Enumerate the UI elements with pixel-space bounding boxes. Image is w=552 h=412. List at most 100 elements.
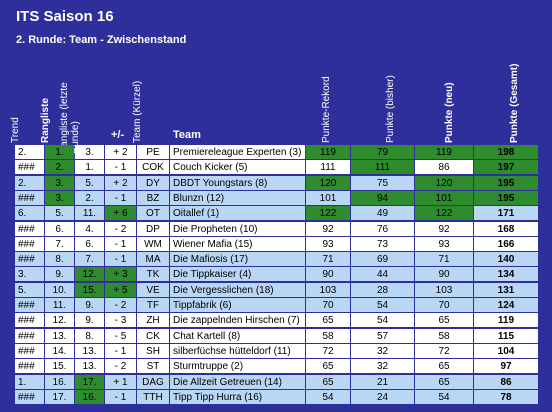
table-cell: 28: [351, 282, 414, 298]
table-cell: + 1: [105, 374, 136, 390]
table-cell: - 1: [105, 389, 136, 405]
table-cell: Blunzn (12): [170, 190, 305, 206]
table-cell: - 1: [105, 236, 136, 252]
table-cell: - 2: [105, 221, 136, 237]
table-cell: Sturmtruppe (2): [170, 359, 305, 375]
table-cell: 3.: [45, 190, 74, 206]
table-cell: 7.: [45, 236, 74, 252]
table-cell: ###: [15, 389, 44, 405]
table-cell: 134: [474, 267, 538, 283]
table-cell: - 1: [105, 160, 136, 176]
column-header: Punkte (neu): [444, 82, 455, 143]
table-cell: Tippfabrik (6): [170, 298, 305, 313]
table-cell: 15.: [45, 359, 74, 375]
subtitle: 2. Runde: Team - Zwischenstand: [16, 34, 187, 46]
table-cell: - 2: [105, 359, 136, 375]
table-cell: 11.: [45, 298, 74, 313]
table-cell: 198: [474, 145, 538, 160]
table-cell: 78: [474, 389, 538, 405]
table-cell: 65: [415, 313, 473, 329]
table-cell: 103: [306, 282, 350, 298]
table-cell: 4.: [75, 221, 104, 237]
column-header: Rangliste: [40, 97, 51, 143]
table-cell: Die Allzeit Getreuen (14): [170, 374, 305, 390]
table-cell: 6.: [45, 221, 74, 237]
table-cell: 71: [415, 252, 473, 268]
table-cell: 16.: [45, 374, 74, 390]
table-cell: 2.: [15, 145, 44, 160]
table-cell: DAG: [137, 374, 169, 390]
column-header: Trend: [10, 117, 21, 143]
table-cell: WM: [137, 236, 169, 252]
table-cell: 54: [306, 389, 350, 405]
table-cell: 58: [415, 328, 473, 344]
table-cell: 2.: [45, 160, 74, 176]
table-cell: 21: [351, 374, 414, 390]
table-cell: 3.: [45, 175, 74, 191]
table-cell: ###: [15, 328, 44, 344]
table-cell: + 2: [105, 145, 136, 160]
table-cell: 86: [474, 374, 538, 390]
table-cell: 69: [351, 252, 414, 268]
table-cell: 171: [474, 206, 538, 222]
table-cell: 119: [415, 145, 473, 160]
table-cell: VE: [137, 282, 169, 298]
table-cell: ###: [15, 160, 44, 176]
table-cell: 197: [474, 160, 538, 176]
table-cell: 124: [474, 298, 538, 313]
table-cell: 92: [306, 221, 350, 237]
table-cell: 8.: [75, 328, 104, 344]
table-cell: 119: [306, 145, 350, 160]
table-cell: Tipp Tipp Hurra (16): [170, 389, 305, 405]
table-cell: 71: [306, 252, 350, 268]
table-cell: 16.: [75, 389, 104, 405]
table-cell: 54: [351, 298, 414, 313]
table-cell: 65: [415, 374, 473, 390]
table-cell: 15.: [75, 282, 104, 298]
table-cell: SH: [137, 343, 169, 359]
table-cell: TTH: [137, 389, 169, 405]
table-cell: 3.: [15, 267, 44, 283]
table-cell: Couch Kicker (5): [170, 160, 305, 176]
table-cell: 122: [415, 206, 473, 222]
table-cell: TK: [137, 267, 169, 283]
table-cell: COK: [137, 160, 169, 176]
table-cell: 97: [474, 359, 538, 375]
table-cell: ###: [15, 252, 44, 268]
table-cell: 111: [306, 160, 350, 176]
table-cell: 17.: [75, 374, 104, 390]
table-cell: + 5: [105, 282, 136, 298]
table-cell: 57: [351, 328, 414, 344]
table-cell: Die zappelnden Hirschen (7): [170, 313, 305, 329]
table-cell: 93: [415, 236, 473, 252]
table-cell: 101: [306, 190, 350, 206]
table-cell: 70: [415, 298, 473, 313]
table-cell: 12.: [45, 313, 74, 329]
table-cell: TF: [137, 298, 169, 313]
table-cell: BZ: [137, 190, 169, 206]
table-cell: 8.: [45, 252, 74, 268]
table-cell: CK: [137, 328, 169, 344]
table-cell: ###: [15, 236, 44, 252]
table-cell: 6.: [15, 206, 44, 222]
table-cell: 6.: [75, 236, 104, 252]
table-cell: 72: [415, 343, 473, 359]
table-cell: - 5: [105, 328, 136, 344]
table-cell: - 2: [105, 298, 136, 313]
column-header: Punkte (bisher): [385, 75, 396, 143]
table-cell: 73: [351, 236, 414, 252]
table-cell: - 3: [105, 313, 136, 329]
table-cell: 54: [351, 313, 414, 329]
table-cell: 24: [351, 389, 414, 405]
column-header: Punkte (Gesamt): [509, 63, 520, 143]
table-cell: Premiereleague Experten (3): [170, 145, 305, 160]
table-cell: 7.: [75, 252, 104, 268]
table-cell: 76: [351, 221, 414, 237]
table-cell: Chat Kartell (8): [170, 328, 305, 344]
table-cell: 122: [306, 206, 350, 222]
table-cell: ###: [15, 359, 44, 375]
title: ITS Saison 16: [16, 8, 114, 25]
table-cell: 54: [415, 389, 473, 405]
table-cell: 2.: [15, 175, 44, 191]
